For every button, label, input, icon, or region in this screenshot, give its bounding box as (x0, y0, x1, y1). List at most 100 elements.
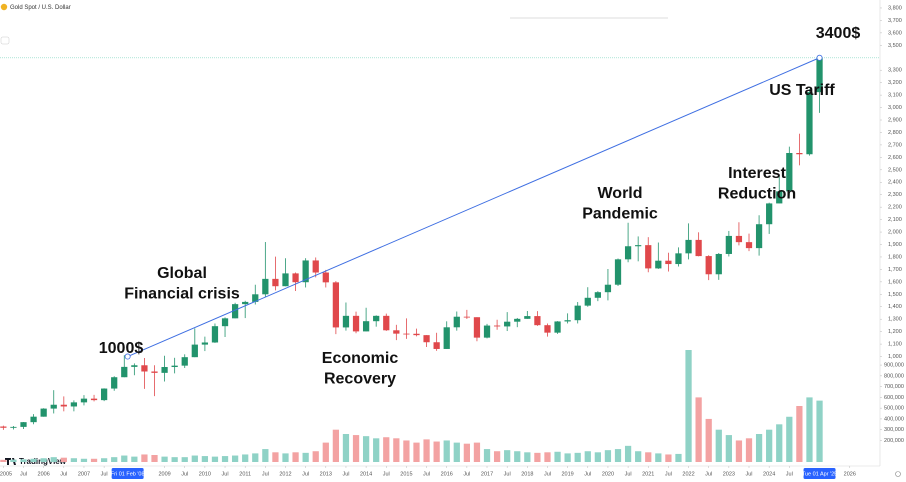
candle-body (191, 344, 198, 358)
x-tick-label: 2009 (158, 471, 170, 477)
y-tick-label: 3,200 (888, 80, 902, 86)
volume-tick-label: 800,000 (884, 373, 904, 379)
x-tick-label: 2021 (642, 471, 654, 477)
volume-bar (715, 429, 722, 462)
candle-body (715, 253, 722, 275)
candle-body (675, 253, 682, 265)
volume-bar (584, 451, 591, 462)
x-tick-label: 2013 (320, 471, 332, 477)
x-tick-label: 2010 (199, 471, 211, 477)
date-highlight (111, 468, 144, 479)
volume-bar (766, 429, 773, 462)
volume-bar (403, 440, 410, 462)
volume-bar (252, 453, 259, 462)
volume-bar (423, 439, 430, 462)
candle-body (806, 92, 813, 155)
collapse-button[interactable] (0, 36, 10, 45)
y-tick-label: 2,200 (888, 205, 902, 211)
y-tick-label: 2,900 (888, 117, 902, 123)
candle-body (10, 426, 17, 428)
x-tick-label: Jul (463, 471, 470, 477)
date-highlight (803, 468, 836, 479)
candle-body (171, 365, 178, 368)
x-tick-label: Jul (584, 471, 591, 477)
y-tick-label: 2,700 (888, 142, 902, 148)
candle-body (161, 367, 168, 373)
candle-body (60, 404, 67, 407)
x-tick-label: Jul (101, 471, 108, 477)
candle-body (403, 333, 410, 335)
candle-body (221, 318, 229, 327)
x-tick-label: 2026 (844, 471, 856, 477)
x-tick-label: 2006 (38, 471, 50, 477)
volume-bar (554, 451, 561, 462)
volume-bar (614, 449, 622, 462)
candle-body (604, 284, 612, 293)
x-tick-label: 2020 (602, 471, 614, 477)
y-tick-label: 1,900 (888, 242, 902, 248)
volume-bar (665, 454, 672, 462)
candle-body (252, 294, 259, 302)
trendline (127, 57, 820, 358)
volume-bar (282, 453, 289, 462)
x-tick-label: 2005 (0, 471, 12, 477)
candle-body (766, 203, 773, 225)
volume-bar (242, 454, 249, 462)
candle-body (393, 330, 400, 334)
candle-body (151, 371, 158, 373)
candle-body (342, 315, 350, 328)
candle-body (564, 320, 571, 322)
x-tick-label: Jul (222, 471, 229, 477)
candle-body (816, 57, 823, 93)
x-tick-label: 2017 (481, 471, 493, 477)
volume-bar (262, 449, 269, 462)
volume-bar (705, 418, 712, 462)
y-tick-label: 2,600 (888, 155, 902, 161)
candle-body (201, 342, 209, 345)
x-tick-label: 2019 (562, 471, 574, 477)
volume-bar (655, 453, 662, 462)
volume-bar (735, 440, 743, 462)
volume-bar (211, 456, 219, 462)
volume-tick-label: 700,000 (884, 384, 904, 390)
y-tick-label: 3,100 (888, 93, 902, 99)
candle-body (332, 282, 340, 328)
annotation: Financial crisis (124, 286, 240, 303)
volume-bar (191, 455, 198, 462)
volume-bar (413, 442, 420, 462)
candle-body (423, 335, 430, 343)
volume-bar (473, 442, 481, 462)
x-tick-label: 2024 (763, 471, 775, 477)
y-tick-label: 3,000 (888, 105, 902, 111)
candle-body (735, 235, 743, 243)
volume-bar (30, 458, 37, 462)
volume-bar (131, 456, 138, 462)
candle-body (373, 315, 380, 322)
y-tick-label: 1,800 (888, 254, 902, 260)
settings-button[interactable] (895, 471, 901, 477)
volume-bar (806, 397, 813, 462)
annotation: US Tariff (769, 82, 835, 99)
x-tick-label: 2022 (682, 471, 694, 477)
volume-bar (10, 459, 17, 462)
annotation: Global (157, 265, 207, 282)
y-tick-label: 3,700 (888, 18, 902, 24)
volume-bar (544, 452, 551, 462)
candle-body (90, 398, 98, 401)
candle-body (302, 260, 309, 283)
annotation: Economic (322, 350, 399, 367)
candle-body (312, 260, 319, 273)
x-tick-label: Jul (262, 471, 269, 477)
candle-body (352, 315, 360, 332)
volume-bar (524, 452, 531, 462)
volume-bar (0, 459, 7, 462)
volume-bar (111, 457, 118, 462)
volume-bar (121, 455, 128, 462)
y-tick-label: 1,700 (888, 267, 902, 273)
volume-bar (685, 350, 692, 462)
volume-bar (534, 452, 541, 462)
x-tick-label: Jul (383, 471, 390, 477)
volume-tick-label: 900,000 (884, 363, 904, 369)
